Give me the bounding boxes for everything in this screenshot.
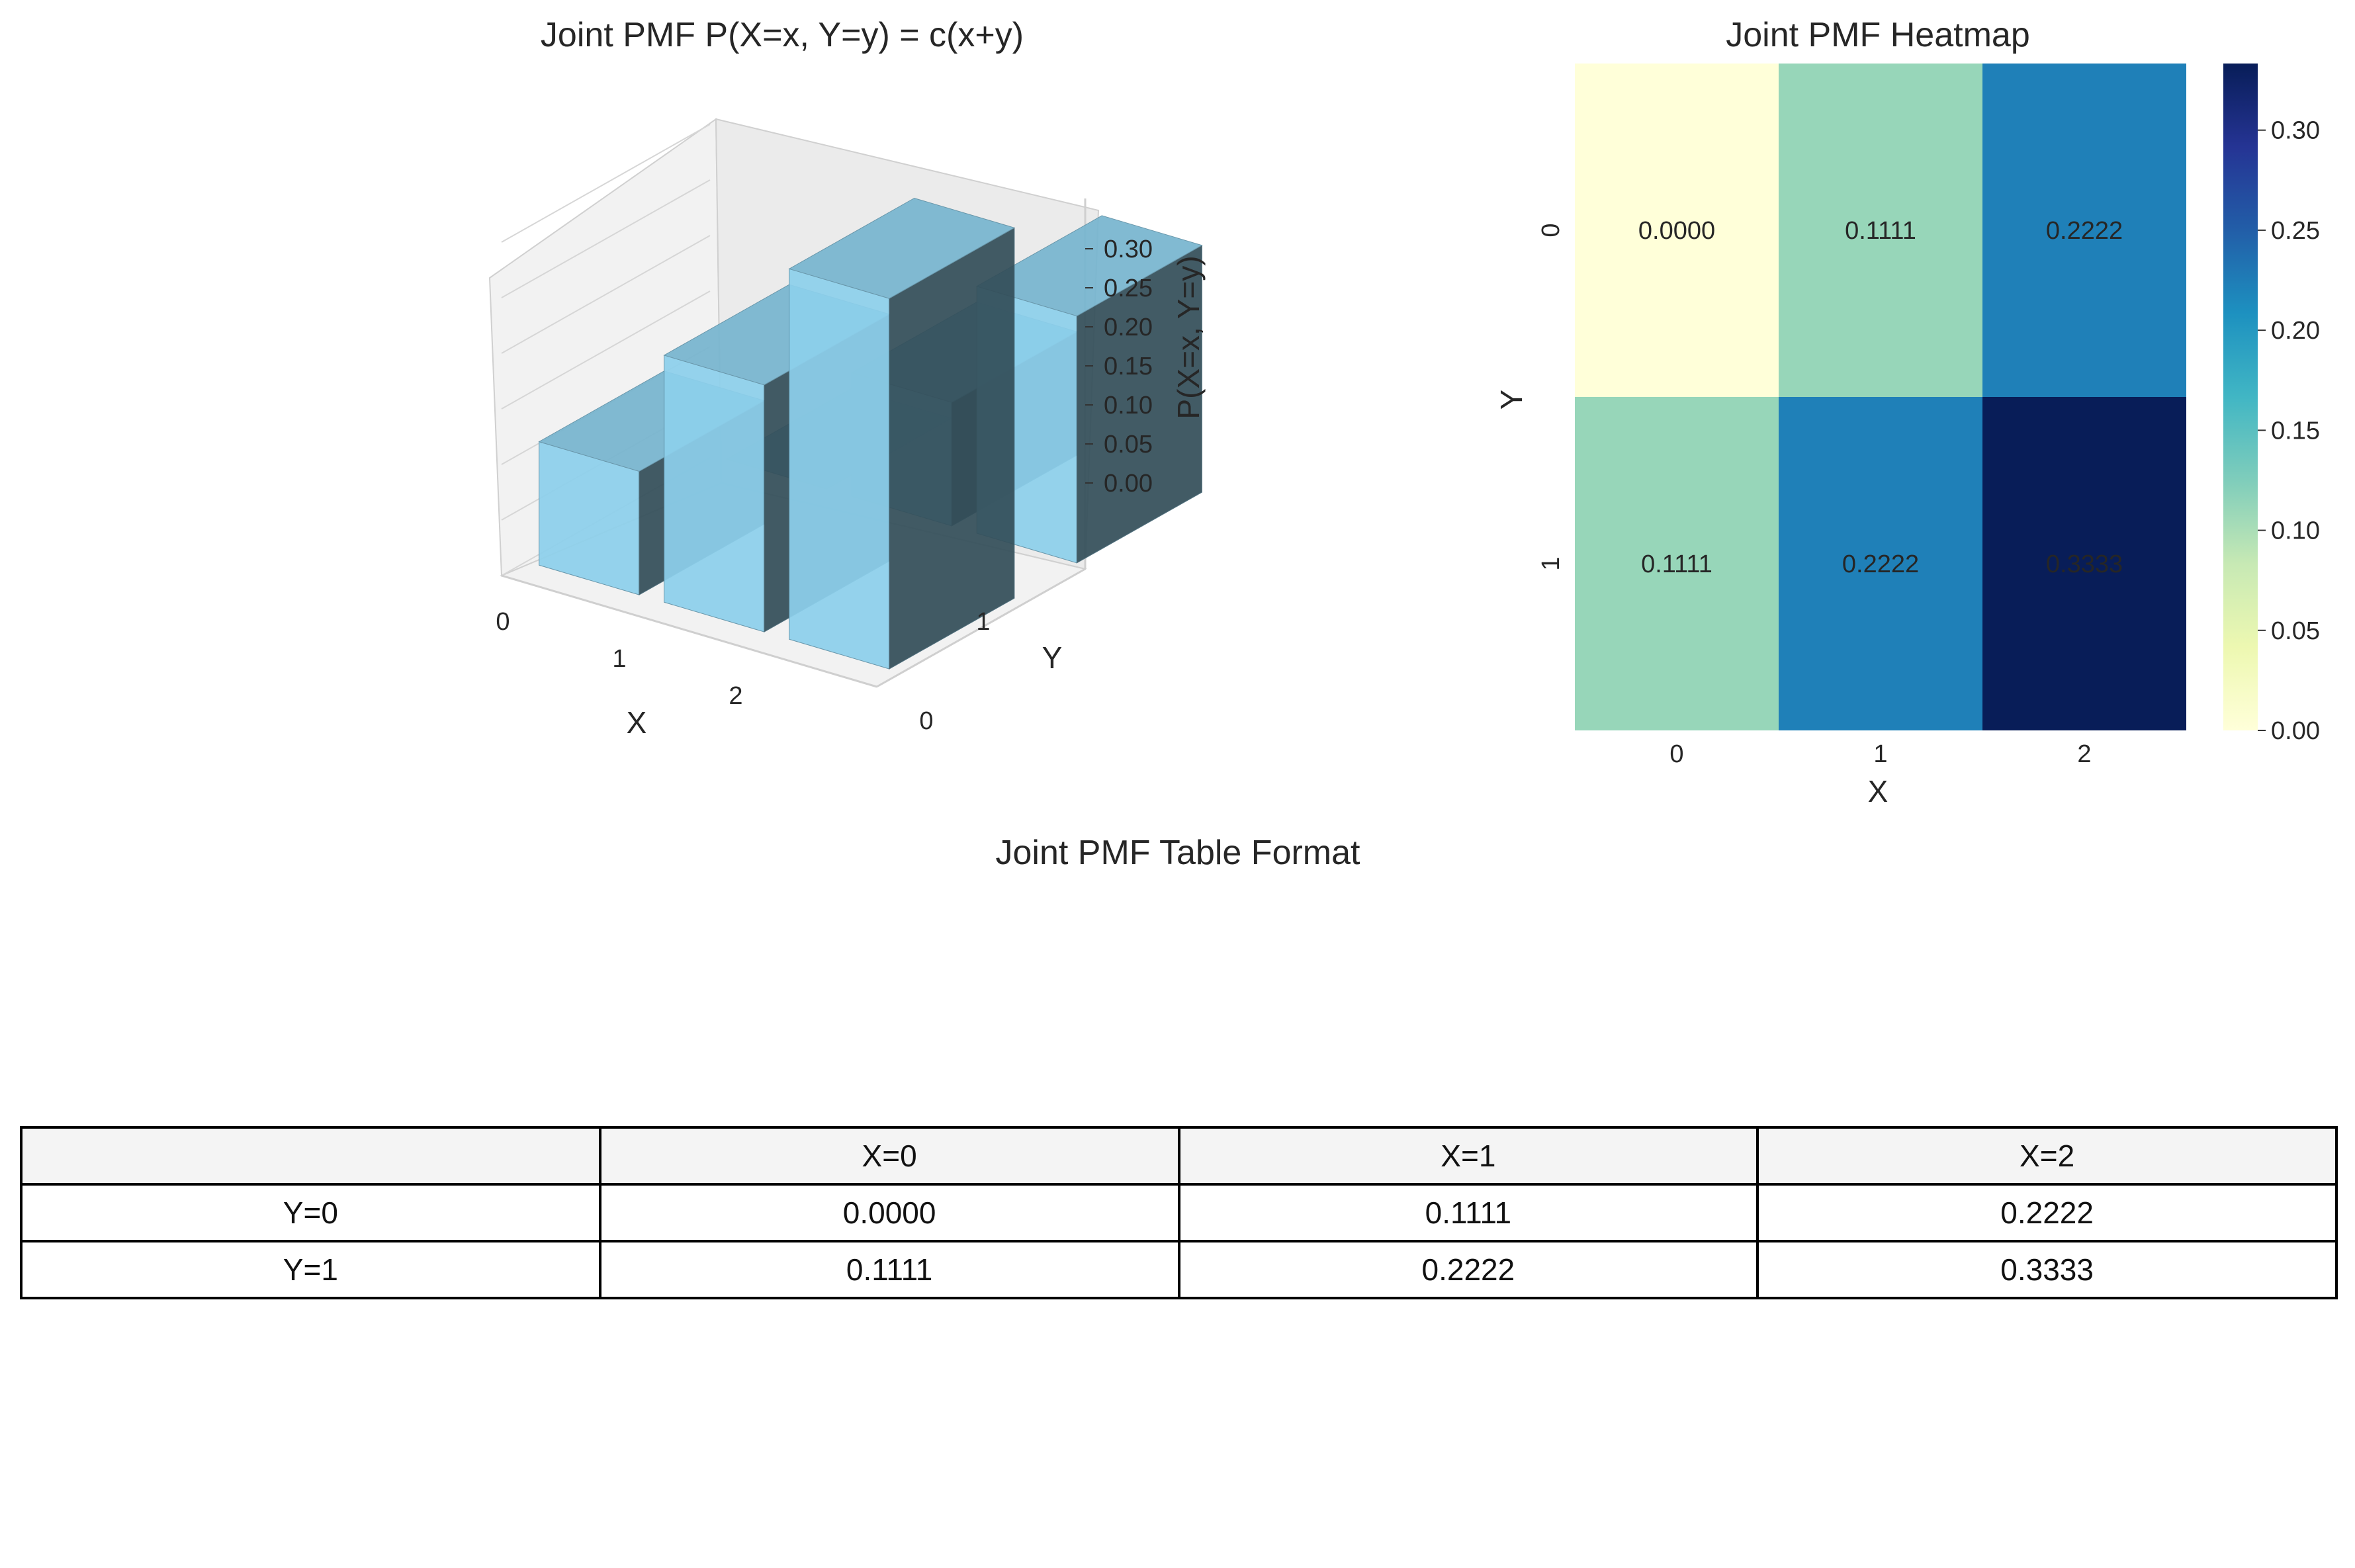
colorbar-tick-label: 0.25 [2271, 217, 2320, 245]
table-cell: 0.1111 [598, 1240, 1180, 1299]
table-row-label: Y=0 [20, 1183, 601, 1242]
bar3d-zlabel: P(X=x, Y=y) [1171, 255, 1206, 419]
heatmap-ytick-label: 0 [1537, 223, 1565, 237]
table-header-cell: X=2 [1756, 1126, 2338, 1186]
bar3d-ztick-label: 0.20 [1104, 314, 1153, 341]
table-header-cell [20, 1126, 601, 1186]
table-cell: 0.0000 [598, 1183, 1180, 1242]
heatmap-cell [1575, 64, 1779, 397]
left-pane-gridline [501, 179, 711, 298]
heatmap-cell-label: 0.3333 [2046, 550, 2123, 578]
heatmap-cell [1982, 397, 2186, 730]
heatmap-ytick-label: 1 [1537, 556, 1565, 570]
heatmap-cell [1779, 397, 1982, 730]
heatmap-xtick-label: 2 [2077, 740, 2091, 768]
bar3d-chart: Joint PMF P(X=x, Y=y) = c(x+y) 0 1 2 0 1 0.00… [488, 16, 1206, 740]
bar3d-ztick-label: 0.30 [1104, 236, 1153, 263]
bar3d-title: Joint PMF P(X=x, Y=y) = c(x+y) [541, 16, 1024, 54]
table-row-label: Y=1 [20, 1240, 601, 1299]
table-cell: 0.1111 [1177, 1183, 1759, 1242]
heatmap-cell [1779, 64, 1982, 397]
heatmap-cell-label: 0.2222 [1842, 550, 1919, 578]
table-row: Y=1 0.1111 0.2222 0.3333 [20, 1240, 2338, 1299]
heatmap-cell-label: 0.2222 [2046, 217, 2123, 245]
heatmap-cells: 0.0000 0.1111 0.2222 0.1111 0.2222 0.3333 [1575, 64, 2186, 730]
bar3d-xlabel: X [627, 705, 647, 740]
heatmap-cell-label: 0.1111 [1845, 217, 1916, 245]
y-axis-line [876, 568, 1086, 688]
heatmap-cell [1982, 64, 2186, 397]
bar3d-xtick-label: 1 [612, 645, 626, 673]
bar3d-ztick-label: 0.10 [1104, 392, 1153, 419]
table-header-cell: X=1 [1177, 1126, 1759, 1186]
heatmap-cell-label: 0.0000 [1638, 217, 1715, 245]
bar-front-face [664, 355, 765, 632]
bar-side-face [889, 227, 1015, 670]
bar-top-face [975, 215, 1203, 317]
colorbar-tick-label: 0.30 [2271, 117, 2320, 145]
bar3d-ylabel: Y [1042, 640, 1063, 675]
heatmap-chart: Joint PMF Heatmap 0.0000 0.1111 0.22220.11… [1494, 16, 2320, 808]
heatmap-cell-label: 0.1111 [1641, 550, 1712, 578]
pmf-table: X=0 X=1 X=2 Y=0 0.0000 0.1111 0.2222 Y=1… [20, 1126, 2338, 1299]
left-pane-gridline [501, 235, 711, 354]
heatmap-xtick-label: 0 [1669, 740, 1683, 768]
colorbar-ticks: 0.00 0.05 0.10 0.15 0.20 0.25 0.30 [2258, 117, 2320, 745]
heatmap-ylabel: Y [1494, 390, 1529, 410]
bars-group [538, 197, 1203, 670]
left-pane-gridline [501, 290, 711, 410]
left-pane-gridline [501, 124, 711, 243]
bar3d-ztick-label: 0.25 [1104, 275, 1153, 302]
bar3d-xtick-label: 0 [496, 608, 510, 636]
table-header-row: X=0 X=1 X=2 [20, 1126, 2338, 1186]
bar3d-ytick-label: 0 [919, 707, 933, 735]
bar3d-ztick-label: 0.00 [1104, 470, 1153, 498]
heatmap-ticks: 0 1 2 0 1 [1537, 223, 2092, 768]
bar-x2-y1 [788, 197, 1016, 670]
bar3d-ytick-label: 1 [976, 608, 990, 636]
table-header-cell: X=0 [598, 1126, 1180, 1186]
bar3d-ztick-label: 0.15 [1104, 353, 1153, 380]
heatmap-xlabel: X [1868, 774, 1888, 808]
table-row: Y=0 0.0000 0.1111 0.2222 [20, 1183, 2338, 1242]
colorbar-tick-label: 0.15 [2271, 417, 2320, 445]
colorbar-tick-label: 0.10 [2271, 517, 2320, 545]
bar-top-face [788, 197, 1016, 299]
bar-front-face [789, 268, 890, 670]
bar3d-ztick-label: 0.05 [1104, 431, 1153, 458]
x-axis-line [501, 574, 877, 688]
heatmap-xtick-label: 1 [1873, 740, 1887, 768]
heatmap-title: Joint PMF Heatmap [1726, 16, 2030, 54]
table-title: Joint PMF Table Format [995, 834, 1360, 872]
colorbar-tick-label: 0.00 [2271, 717, 2320, 745]
heatmap-cell [1575, 397, 1779, 730]
colorbar-tick-label: 0.05 [2271, 617, 2320, 645]
table-cell: 0.2222 [1177, 1240, 1759, 1299]
bar3d-ticks: 0 1 2 0 1 0.00 0.05 0.10 0.15 0.20 0.25 0.30 [496, 236, 1153, 735]
bar3d-xtick-label: 2 [729, 682, 742, 710]
colorbar-tick-label: 0.20 [2271, 317, 2320, 345]
table-cell: 0.2222 [1756, 1183, 2338, 1242]
colorbar [2223, 64, 2258, 730]
table-cell: 0.3333 [1756, 1240, 2338, 1299]
